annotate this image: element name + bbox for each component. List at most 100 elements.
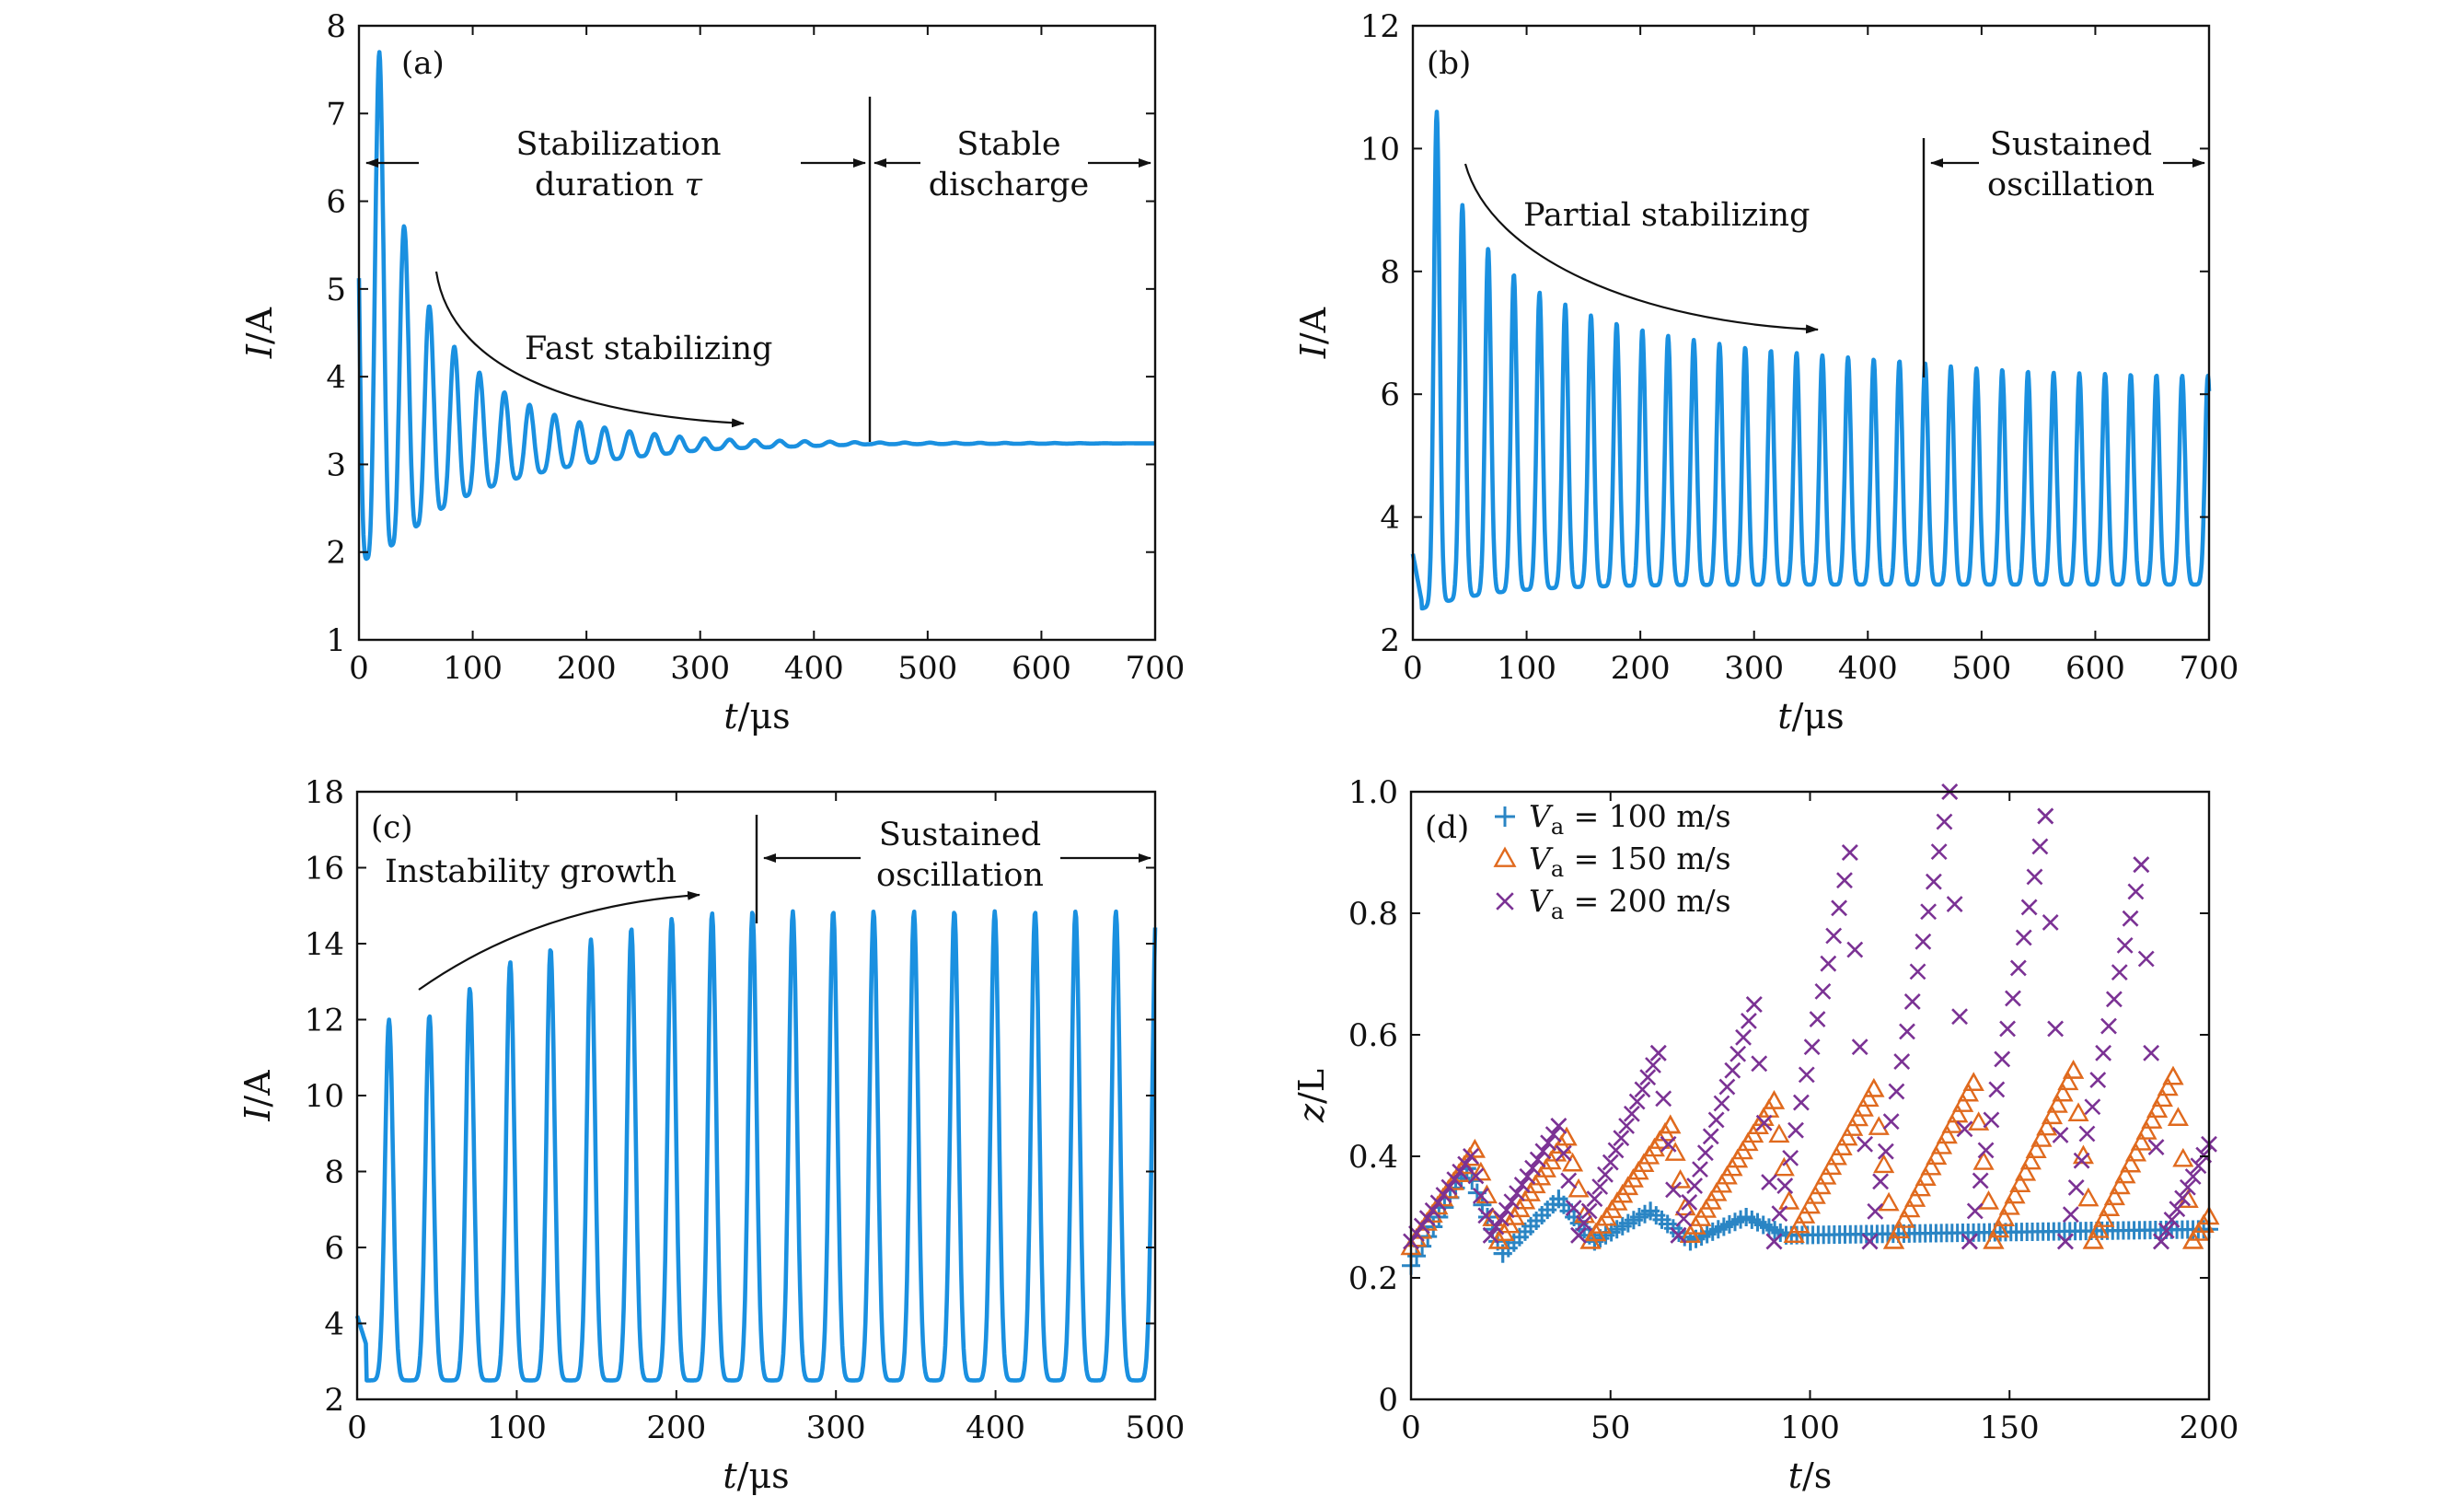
arrow-instability-growth [418, 890, 700, 991]
data-point-triangle [1810, 1175, 1832, 1195]
data-point-triangle [1952, 1093, 1974, 1112]
x-tick-label: 200 [1611, 650, 1671, 687]
data-point-cross [1787, 1121, 1804, 1139]
plot-frame [1411, 24, 2211, 642]
data-point-cross [2143, 1044, 2160, 1061]
legend-sub: a [1551, 856, 1564, 882]
data-point-triangle [1821, 1155, 1843, 1176]
data-point-cross [1877, 1143, 1894, 1160]
data-point-triangle [1788, 1213, 1810, 1234]
data-point-cross [1930, 843, 1948, 861]
data-point-cross [2100, 1017, 2117, 1035]
data-point-cross [1994, 1050, 2011, 1068]
data-point-cross [2127, 883, 2145, 900]
y-tick-label: 0.2 [1348, 1260, 1398, 1297]
data-point-cross [1503, 1193, 1521, 1211]
data-point-cross [2153, 1233, 2169, 1250]
data-point-cross [1820, 955, 1837, 972]
data-point-cross [1580, 1202, 1598, 1220]
data-point-cross [1771, 1205, 1788, 1223]
data-point-cross [1882, 1113, 1900, 1131]
data-point-cross [1681, 1194, 1698, 1211]
data-point-cross [1861, 1233, 1879, 1250]
data-point-cross [1956, 1120, 1973, 1138]
data-point-cross [1846, 941, 1864, 958]
data-point-triangle [1920, 1155, 1942, 1176]
data-point-cross [1999, 1020, 2016, 1038]
data-point-triangle [1988, 1218, 2010, 1238]
x-axis-unit: /μs [1792, 696, 1845, 737]
data-point-cross [1776, 1177, 1794, 1194]
data-point-triangle [2103, 1186, 2125, 1206]
plot-layer [1400, 783, 2220, 1275]
data-point-cross [1493, 1210, 1510, 1227]
current-series-line [1410, 110, 2212, 611]
data-point-triangle [2004, 1184, 2026, 1204]
y-axis-label: I/A [237, 1070, 278, 1122]
data-point-cross [2057, 1233, 2074, 1250]
annotation-duration-word: duration [535, 167, 674, 203]
data-point-cross [2116, 936, 2134, 954]
data-point-plus [1495, 806, 1515, 827]
panel-label-c: (c) [371, 809, 413, 846]
data-point-cross [1649, 1044, 1667, 1061]
x-tick-label: 100 [1780, 1409, 1840, 1446]
data-point-cross [1809, 1011, 1826, 1027]
data-point-cross [1718, 1078, 1736, 1096]
data-point-cross [1570, 1226, 1587, 1244]
data-point-triangle [1899, 1198, 1921, 1218]
y-tick-label: 8 [326, 8, 346, 45]
legend-var: V [1529, 841, 1554, 876]
data-point-cross [1798, 1066, 1815, 1084]
plot-layer [354, 909, 1158, 1383]
data-point-cross [1529, 1151, 1546, 1168]
data-point-triangle [1556, 1126, 1578, 1146]
data-point-triangle [1968, 1111, 1990, 1131]
y-axis-label: I/A [1293, 307, 1334, 359]
data-point-triangle [2099, 1197, 2121, 1216]
data-point-cross [2020, 899, 2038, 916]
x-tick-label: 700 [1126, 650, 1186, 687]
data-point-cross [1591, 1178, 1609, 1195]
data-point-triangle [2077, 1187, 2100, 1207]
annotation-stable-line1: Stable [956, 126, 1060, 163]
data-point-cross [1429, 1194, 1447, 1212]
data-point-cross [2179, 1178, 2196, 1196]
y-axis-var: I [239, 343, 280, 359]
data-point-cross [1540, 1134, 1556, 1152]
data-point-cross [1586, 1190, 1603, 1208]
x-tick-label: 500 [1126, 1409, 1186, 1446]
data-point-triangle [1831, 1136, 1853, 1155]
x-axis-var: t [723, 1456, 737, 1496]
data-point-cross [2184, 1168, 2202, 1185]
x-tick-label: 300 [670, 650, 730, 687]
data-point-cross [2037, 807, 2054, 825]
data-point-cross [1509, 1185, 1525, 1202]
y-axis-unit: /A [237, 1070, 278, 1108]
annotation-stabilization-line2: duration τ [535, 167, 703, 203]
y-axis-unit: /L [1291, 1069, 1332, 1104]
y-tick-label: 18 [305, 774, 344, 811]
y-tick-label: 10 [305, 1078, 344, 1115]
x-axis-var: t [723, 696, 738, 737]
legend-sub: a [1551, 814, 1564, 840]
legend-var: V [1529, 883, 1554, 919]
data-point-cross [2015, 929, 2032, 946]
x-tick-label: 0 [1403, 650, 1423, 687]
data-point-cross [1735, 1028, 1752, 1046]
data-point-cross [1899, 1023, 1915, 1040]
data-point-cross [1496, 892, 1514, 911]
data-point-triangle [1868, 1116, 1890, 1135]
data-point-cross [1524, 1159, 1541, 1177]
panel-label-b: (b) [1427, 45, 1471, 82]
data-point-cross [1670, 1226, 1687, 1244]
data-point-cross [1745, 996, 1763, 1013]
data-point-triangle [1794, 1204, 1816, 1224]
data-point-cross [1696, 1144, 1714, 1162]
legend-var: V [1529, 798, 1554, 834]
x-tick-label: 600 [2065, 650, 2125, 687]
data-point-cross [1665, 1181, 1682, 1199]
data-point-triangle [1863, 1077, 1885, 1097]
data-point-cross [2147, 1139, 2165, 1156]
data-point-triangle [1778, 1190, 1800, 1210]
